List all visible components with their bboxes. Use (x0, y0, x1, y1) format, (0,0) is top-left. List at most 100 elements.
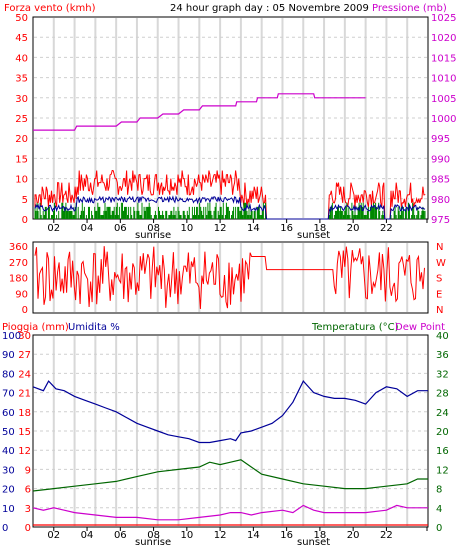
direction-compass-tick: E (436, 289, 442, 300)
rain-y-tick: 30 (18, 331, 31, 342)
pressure-line (33, 93, 366, 131)
sunset-label-top: sunset (297, 230, 330, 241)
rain-y-tick: 21 (18, 389, 31, 400)
p1-x-tick-label: 22 (380, 223, 393, 234)
pressure-y-tick: 1000 (431, 114, 456, 125)
p1-x-tick-label: 20 (347, 223, 360, 234)
p1-x-tick-label: 12 (214, 223, 227, 234)
wind-x-tick-labels: 02 04 06 08 10 12 14 16 18 20 22 (47, 219, 428, 234)
pressure-y-tick: 975 (431, 215, 450, 226)
temperature-y-tick: 4 (436, 504, 442, 515)
wind-plot-area (32, 16, 429, 220)
temperature-y-tick: 8 (436, 485, 442, 496)
p3-x-tick-label: 12 (214, 530, 227, 541)
temperature-y-tick: 28 (436, 389, 449, 400)
wind-y-tick: 35 (15, 74, 28, 85)
p3-x-tick-label: 02 (47, 530, 60, 541)
direction-degree-tick: 360 (9, 242, 28, 253)
wind-y-tick: 50 (15, 13, 28, 24)
humidity-y-tick: 60 (2, 408, 15, 419)
sunrise-label-bottom: sunrise (135, 537, 171, 548)
pressure-y-tick: 1010 (431, 74, 456, 85)
rain-y-tick: 0 (25, 523, 31, 534)
direction-degree-tick: 0 (22, 305, 28, 316)
humidity-y-tick: 90 (2, 350, 15, 361)
chart-title: 24 hour graph day : 05 Novembre 2009 (170, 3, 369, 14)
rain-axis-title: Pioggia (mm) (2, 322, 69, 333)
humidity-y-tick: 40 (2, 446, 15, 457)
humidity-y-tick: 30 (2, 465, 15, 476)
p1-x-tick-label: 06 (114, 223, 127, 234)
wind-y-tick: 30 (15, 94, 28, 105)
humidity-axis-title: Umidita % (68, 322, 120, 333)
rain-y-tick: 27 (18, 350, 31, 361)
p3-x-tick-label: 04 (81, 530, 94, 541)
temp-plot-area (32, 334, 429, 528)
direction-compass-tick: N (436, 305, 443, 316)
humidity-y-tick: 80 (2, 369, 15, 380)
humidity-y-tick: 70 (2, 389, 15, 400)
rain-y-tick-labels: 0 3 6 9 12 15 18 21 24 27 30 (18, 331, 31, 534)
temp-humidity-series (32, 380, 428, 526)
pressure-y-tick: 1015 (431, 53, 456, 64)
p1-x-tick-label: 02 (47, 223, 60, 234)
p3-x-tick-label: 08 (147, 530, 160, 541)
temperature-y-tick: 16 (436, 446, 449, 457)
pressure-y-tick: 990 (431, 154, 450, 165)
p3-x-tick-label: 20 (347, 530, 360, 541)
wind-y-tick: 25 (15, 114, 28, 125)
wind-speed-series (34, 169, 426, 220)
pressure-y-tick: 1025 (431, 13, 456, 24)
humidity-y-tick-labels: 0 10 20 30 40 50 60 70 80 90 100 (2, 331, 21, 534)
pressure-y-tick: 995 (431, 134, 450, 145)
wind-y-tick: 15 (15, 154, 28, 165)
humidity-y-tick: 50 (2, 427, 15, 438)
pressure-y-tick: 980 (431, 195, 450, 206)
temperature-y-tick: 12 (436, 465, 449, 476)
direction-degree-tick: 180 (9, 274, 28, 285)
direction-compass-tick: S (436, 274, 442, 285)
rain-y-tick: 9 (25, 465, 31, 476)
direction-compass-tick: W (436, 258, 446, 269)
temperature-y-tick: 0 (436, 523, 442, 534)
temperature-y-tick: 20 (436, 427, 449, 438)
temperature-y-tick: 40 (436, 331, 449, 342)
p1-x-tick-label: 10 (180, 223, 193, 234)
temp-humidity-panel: Pioggia (mm) Umidita % Temperatura (°C) … (2, 322, 449, 548)
wind-y-tick: 5 (22, 195, 28, 206)
humidity-line (32, 380, 428, 444)
pressure-series (33, 93, 366, 131)
p3-x-tick-label: 22 (380, 530, 393, 541)
p3-x-tick-label: 10 (180, 530, 193, 541)
p3-x-tick-label: 18 (314, 530, 327, 541)
direction-degree-tick: 90 (15, 289, 28, 300)
wind-y-tick: 45 (15, 33, 28, 44)
wind-gust-line (34, 169, 426, 220)
rain-y-tick: 12 (18, 446, 31, 457)
direction-line (34, 246, 425, 310)
rain-y-tick: 24 (18, 369, 31, 380)
dewpoint-axis-title: Dew Point (395, 322, 445, 333)
wind-axis-title: Forza vento (kmh) (4, 3, 96, 14)
pressure-axis-title: Pressione (mb) (372, 3, 447, 14)
p1-x-tick-label: 16 (280, 223, 293, 234)
pressure-y-tick: 985 (431, 175, 450, 186)
pressure-y-tick: 1020 (431, 33, 456, 44)
p1-x-tick-label: 14 (247, 223, 260, 234)
temperature-y-tick-labels: 0 4 8 12 16 20 24 28 32 36 40 (436, 331, 449, 534)
temperature-y-tick: 36 (436, 350, 449, 361)
rain-y-tick: 3 (25, 504, 31, 515)
pressure-y-tick: 1005 (431, 94, 456, 105)
wind-y-tick: 20 (15, 134, 28, 145)
p3-x-tick-label: 16 (280, 530, 293, 541)
wind-average-line (34, 195, 426, 220)
humidity-y-tick: 20 (2, 485, 15, 496)
direction-vertical-grid (52, 243, 409, 312)
direction-compass-tick: N (436, 242, 443, 253)
temperature-line (32, 459, 428, 492)
temperature-axis-title: Temperatura (°C) (311, 322, 399, 333)
dewpoint-line (32, 504, 428, 521)
